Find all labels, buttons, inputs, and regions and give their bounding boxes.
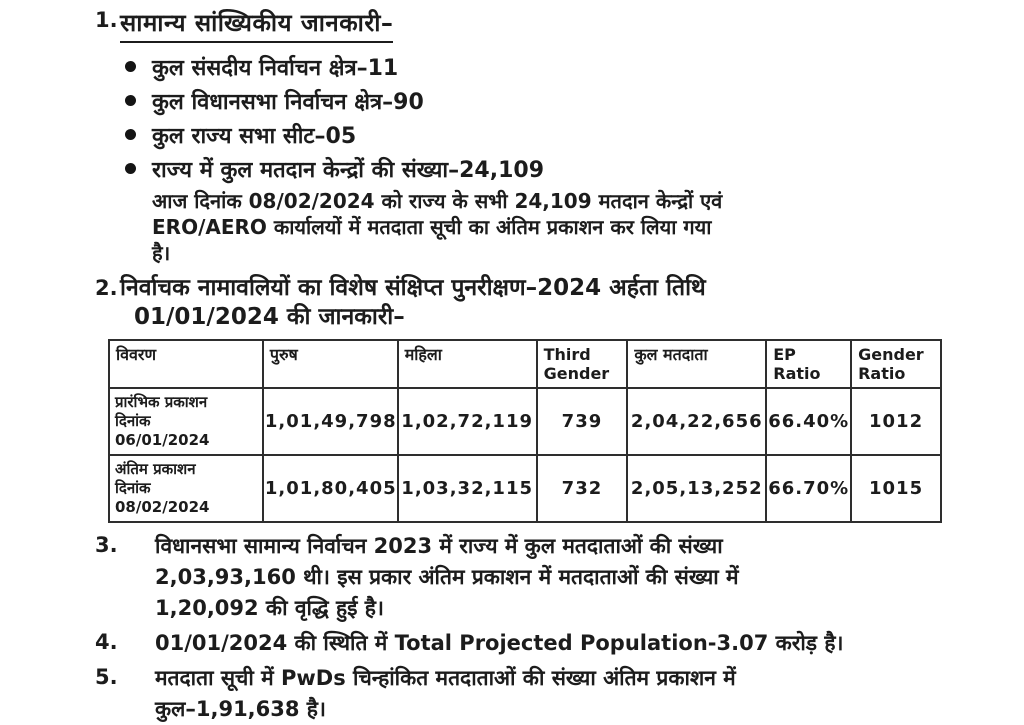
bullet-text: राज्य में कुल मतदान केन्द्रों की संख्या–… [152,158,545,183]
item-line: विधानसभा सामान्य निर्वाचन 2023 में राज्य… [155,534,723,558]
label-line: 06/01/2024 [115,431,210,449]
table-row: अंतिम प्रकाशन दिनांक 08/02/2024 1,01,80,… [108,454,942,523]
section-2-heading: निर्वाचक नामावलियों का विशेष संक्षिप्त प… [120,274,706,332]
item-3-text: विधानसभा सामान्य निर्वाचन 2023 में राज्य… [155,531,739,624]
item-line: मतदाता सूची में PwDs चिन्हांकित मतदाताओं… [155,666,736,690]
cell-ep-ratio: 66.40% [765,387,853,456]
label-line: दिनांक [115,479,151,497]
cell-total-voters: 2,05,13,252 [626,454,768,523]
numbered-item-4: 4. 01/01/2024 की स्थिति में Total Projec… [95,628,1024,659]
paragraph-line: है। [152,241,171,265]
numbered-item-3: 3. विधानसभा सामान्य निर्वाचन 2023 में रा… [95,531,1024,624]
table-row: प्रारंभिक प्रकाशन दिनांक 06/01/2024 1,01… [108,387,942,456]
item-3-number: 3. [95,533,118,557]
cell-gender-ratio: 1015 [850,454,942,523]
cell-total-voters: 2,04,22,656 [626,387,768,456]
item-4-number: 4. [95,630,118,654]
cell-male: 1,01,80,405 [261,454,399,523]
list-item: कुल राज्य सभा सीट–05 [125,120,1024,154]
col-header-vivaran: विवरण [108,339,264,389]
section-1-heading: सामान्य सांख्यिकीय जानकारी– [120,6,394,43]
col-header-ep-ratio: EP Ratio [765,339,853,389]
col-header-total-voters: कुल मतदाता [626,339,768,389]
item-5-text: मतदाता सूची में PwDs चिन्हांकित मतदाताओं… [155,663,736,725]
bullet-text: कुल संसदीय निर्वाचन क्षेत्र–11 [152,56,399,81]
bullet-text: कुल विधानसभा निर्वाचन क्षेत्र–90 [152,90,424,115]
section-1-paragraph: आज दिनांक 08/02/2024 को राज्य के सभी 24,… [152,188,916,266]
col-header-third-gender: Third Gender [535,339,629,389]
label-line: प्रारंभिक प्रकाशन [115,393,208,411]
cell-gender-ratio: 1012 [850,387,942,456]
paragraph-line: ERO/AERO कार्यालयों में मतदाता सूची का अ… [152,215,712,239]
section-2-heading-row: 2. निर्वाचक नामावलियों का विशेष संक्षिप्… [95,274,1024,332]
item-5-number: 5. [95,665,118,689]
col-header-male: पुरुष [261,339,399,389]
col-header-gender-ratio: Gender Ratio [850,339,942,389]
bullet-icon [125,95,136,106]
section-2-number: 2. [95,276,118,300]
col-header-female: महिला [396,339,538,389]
cell-male: 1,01,49,798 [261,387,399,456]
cell-third-gender: 739 [535,387,629,456]
row-label-final-publication: अंतिम प्रकाशन दिनांक 08/02/2024 [108,454,264,523]
item-line: 2,03,93,160 थी। इस प्रकार अंतिम प्रकाशन … [155,565,739,589]
bullet-icon [125,129,136,140]
section-1-heading-row: 1. सामान्य सांख्यिकीय जानकारी– [95,6,1024,43]
bullet-text: कुल राज्य सभा सीट–05 [152,124,357,149]
table-header-row: विवरण पुरुष महिला Third Gender कुल मतदात… [108,339,942,389]
item-line: कुल–1,91,638 है। [155,697,326,721]
item-4-text: 01/01/2024 की स्थिति में Total Projected… [155,628,843,659]
label-line: दिनांक [115,412,151,430]
item-line: 01/01/2024 की स्थिति में Total Projected… [155,631,844,655]
list-item: राज्य में कुल मतदान केन्द्रों की संख्या–… [125,154,1024,188]
voter-stats-table: विवरण पुरुष महिला Third Gender कुल मतदात… [108,339,942,523]
bullet-icon [125,61,136,72]
heading-line: निर्वाचक नामावलियों का विशेष संक्षिप्त प… [120,275,706,301]
section-1-bullet-list: कुल संसदीय निर्वाचन क्षेत्र–11 कुल विधान… [125,52,1024,188]
document-page: 1. सामान्य सांख्यिकीय जानकारी– कुल संसदी… [95,6,1024,721]
cell-female: 1,02,72,119 [396,387,538,456]
bullet-icon [125,163,136,174]
list-item: कुल विधानसभा निर्वाचन क्षेत्र–90 [125,86,1024,120]
cell-female: 1,03,32,115 [396,454,538,523]
paragraph-line: आज दिनांक 08/02/2024 को राज्य के सभी 24,… [152,189,723,213]
cell-third-gender: 732 [535,454,629,523]
item-line: 1,20,092 की वृद्धि हुई है। [155,596,384,620]
section-1-number: 1. [95,8,118,32]
cell-ep-ratio: 66.70% [765,454,853,523]
numbered-item-5: 5. मतदाता सूची में PwDs चिन्हांकित मतदात… [95,663,1024,725]
list-item: कुल संसदीय निर्वाचन क्षेत्र–11 [125,52,1024,86]
label-line: अंतिम प्रकाशन [115,460,196,478]
heading-line: 01/01/2024 की जानकारी– [134,304,405,330]
row-label-initial-publication: प्रारंभिक प्रकाशन दिनांक 06/01/2024 [108,387,264,456]
label-line: 08/02/2024 [115,498,210,516]
